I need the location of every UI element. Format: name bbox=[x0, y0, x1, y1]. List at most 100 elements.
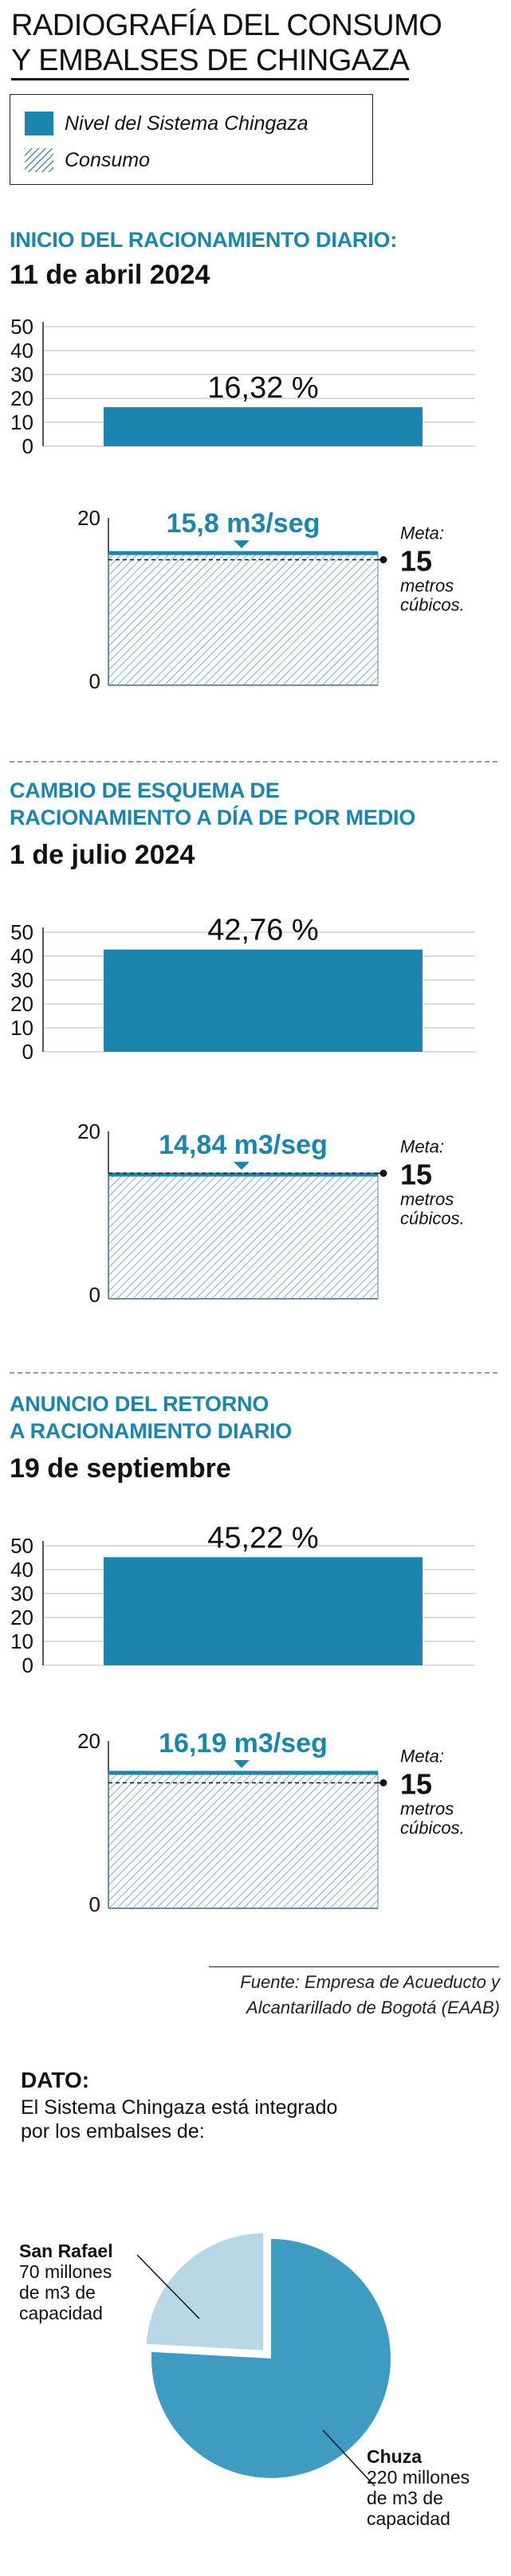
source-line-2: Alcantarillado de Bogotá (EAAB) bbox=[246, 1998, 500, 2017]
y-tick-label-10: 10 bbox=[10, 410, 33, 434]
source-note: Fuente: Empresa de Acueducto y Alcantari… bbox=[165, 1970, 500, 2021]
y-tick-label-50: 50 bbox=[10, 920, 33, 944]
section-2-date: 1 de julio 2024 bbox=[10, 840, 195, 870]
y-tick-label-0: 0 bbox=[22, 434, 33, 458]
y-tick-label-10: 10 bbox=[10, 1016, 33, 1040]
legend-label-consumption: Consumo bbox=[65, 148, 150, 171]
source-line-1: Fuente: Empresa de Acueducto y bbox=[240, 1972, 500, 1992]
y-tick-label-0: 0 bbox=[89, 1892, 100, 1916]
dato-text: El Sistema Chingaza está integrado por l… bbox=[21, 2096, 403, 2143]
pie-label-sanrafael-line-3: capacidad bbox=[19, 2303, 103, 2323]
goal-value: 15 bbox=[400, 545, 432, 578]
y-tick-label-0: 0 bbox=[22, 1040, 33, 1064]
y-tick-label-50: 50 bbox=[10, 315, 33, 339]
goal-label-line-1: metros bbox=[400, 1799, 454, 1819]
goal-label-top: Meta: bbox=[400, 523, 444, 543]
legend-item-consumption: Consumo bbox=[25, 146, 150, 174]
pie-label-chuza-line-3: capacidad bbox=[367, 2508, 450, 2529]
section-3-heading-line-1: ANUNCIO DEL RETORNO bbox=[10, 1392, 269, 1416]
source-rule bbox=[209, 1966, 499, 1967]
section-3-heading: ANUNCIO DEL RETORNO A RACIONAMIENTO DIAR… bbox=[10, 1390, 292, 1445]
y-tick-label-20: 20 bbox=[10, 386, 33, 410]
section-3-heading-line-2: A RACIONAMIENTO DIARIO bbox=[10, 1419, 293, 1443]
legend-swatch-hatch bbox=[25, 148, 53, 172]
leader-line-sanrafael bbox=[136, 2254, 200, 2319]
level-value-label: 42,76 % bbox=[207, 914, 318, 947]
y-tick-label-20: 20 bbox=[10, 1606, 33, 1629]
goal-value: 15 bbox=[400, 1768, 432, 1801]
y-tick-label-40: 40 bbox=[10, 944, 33, 968]
y-tick-label-40: 40 bbox=[10, 1558, 33, 1582]
pie-label-chuza-line-1: 220 millones bbox=[367, 2467, 470, 2488]
consumption-value-label: 15,8 m3/seg bbox=[167, 508, 320, 539]
y-tick-label-30: 30 bbox=[10, 1582, 33, 1606]
level-value-label: 16,32 % bbox=[207, 371, 318, 405]
goal-label-line-1: metros bbox=[400, 1190, 454, 1210]
consumption-value-label: 14,84 m3/seg bbox=[159, 1130, 328, 1160]
goal-dot bbox=[379, 556, 387, 563]
dato-line-2: por los embalses de: bbox=[21, 2120, 205, 2143]
y-tick-label-0: 0 bbox=[89, 1283, 100, 1307]
y-tick-label-20: 20 bbox=[10, 992, 33, 1016]
y-tick-label-40: 40 bbox=[10, 339, 33, 363]
pie-label-sanrafael: San Rafael 70 millones de m3 de capacida… bbox=[19, 2241, 113, 2323]
y-tick-label-30: 30 bbox=[10, 363, 33, 386]
goal-label-line-1: metros bbox=[400, 576, 454, 596]
consumption-hatched-area bbox=[108, 1772, 379, 1909]
section-1-date: 11 de abril 2024 bbox=[10, 260, 210, 290]
pie-label-sanrafael-line-1: 70 millones bbox=[19, 2261, 112, 2282]
consumption-pointer bbox=[234, 1162, 250, 1170]
goal-label-line-2: cúbicos. bbox=[400, 1818, 465, 1838]
y-tick-label-max: 20 bbox=[77, 1119, 100, 1143]
page-title: RADIOGRAFÍA DEL CONSUMO Y EMBALSES DE CH… bbox=[11, 8, 497, 80]
y-tick-label-0: 0 bbox=[22, 1653, 33, 1677]
consumption-pointer bbox=[234, 1760, 250, 1769]
title-line-1: RADIOGRAFÍA DEL CONSUMO bbox=[11, 9, 442, 42]
legend-label-level: Nivel del Sistema Chingaza bbox=[65, 112, 309, 135]
y-tick-label-max: 20 bbox=[77, 506, 100, 530]
pie-label-chuza-line-2: de m3 de bbox=[367, 2488, 443, 2508]
pie-slice-chuza bbox=[151, 2239, 391, 2478]
pie-slice-sanrafael bbox=[143, 2230, 266, 2353]
goal-dot bbox=[379, 1779, 387, 1786]
y-tick-label-max: 20 bbox=[77, 1729, 100, 1753]
legend: Nivel del Sistema Chingaza Consumo bbox=[10, 94, 373, 185]
consumption-hatched-area bbox=[108, 552, 379, 686]
goal-dot bbox=[379, 1170, 387, 1177]
consumption-value-label: 16,19 m3/seg bbox=[159, 1728, 328, 1759]
section-2-heading-line-2: RACIONAMIENTO A DÍA DE POR MEDIO bbox=[10, 806, 416, 829]
goal-label-line-2: cúbicos. bbox=[400, 1209, 465, 1229]
level-bar bbox=[104, 949, 423, 1052]
consumption-pointer bbox=[234, 540, 250, 549]
goal-label-line-2: cúbicos. bbox=[400, 595, 465, 615]
section-2-heading: CAMBIO DE ESQUEMA DE RACIONAMIENTO A DÍA… bbox=[10, 777, 415, 831]
title-line-2: Y EMBALSES DE CHINGAZA bbox=[11, 43, 410, 80]
y-tick-label-0: 0 bbox=[89, 669, 100, 693]
pie-label-chuza: Chuza 220 millones de m3 de capacidad bbox=[367, 2446, 470, 2529]
legend-item-level: Nivel del Sistema Chingaza bbox=[25, 109, 309, 138]
y-tick-label-50: 50 bbox=[10, 1534, 33, 1558]
goal-value: 15 bbox=[400, 1159, 432, 1191]
reservoir-pie-chart bbox=[136, 2230, 391, 2487]
legend-swatch-solid bbox=[25, 112, 53, 135]
section-2-heading-line-1: CAMBIO DE ESQUEMA DE bbox=[10, 778, 280, 802]
level-bar bbox=[104, 1557, 423, 1665]
y-tick-label-30: 30 bbox=[10, 968, 33, 992]
level-bar bbox=[104, 407, 423, 446]
consumption-hatched-area bbox=[108, 1173, 379, 1300]
pie-label-chuza-name: Chuza bbox=[367, 2446, 422, 2467]
goal-label-top: Meta: bbox=[400, 1747, 444, 1766]
divider-1 bbox=[10, 761, 497, 763]
section-1-heading: INICIO DEL RACIONAMIENTO DIARIO: bbox=[10, 226, 397, 253]
pie-label-sanrafael-name: San Rafael bbox=[19, 2241, 113, 2261]
dato-title: DATO: bbox=[21, 2068, 90, 2092]
section-1-heading-line-1: INICIO DEL RACIONAMIENTO DIARIO: bbox=[10, 228, 398, 252]
dato-line-1: El Sistema Chingaza está integrado bbox=[21, 2096, 338, 2119]
divider-2 bbox=[10, 1372, 497, 1374]
